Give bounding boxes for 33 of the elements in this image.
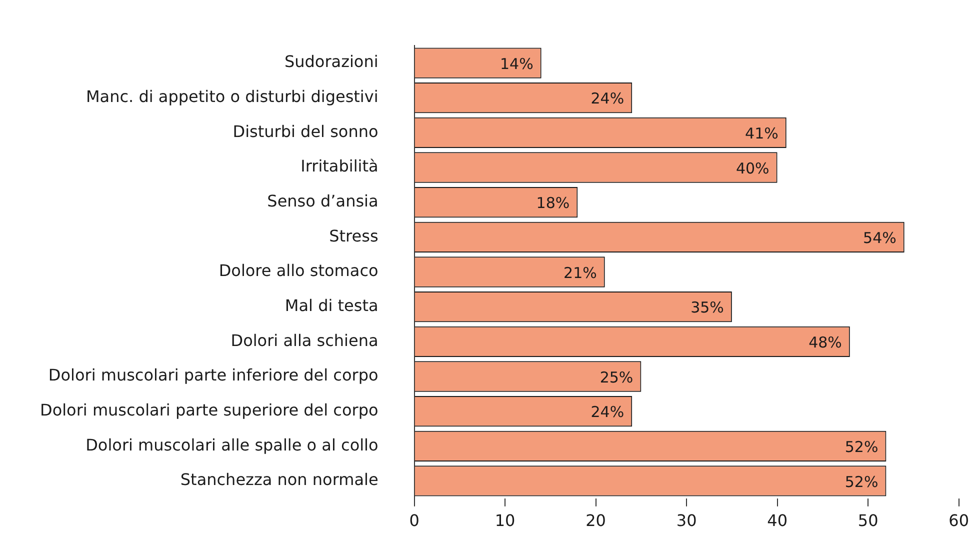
- data-label: 24%: [590, 403, 624, 422]
- y-tick-label: Sudorazioni: [284, 52, 378, 72]
- y-tick-label: Mal di testa: [284, 296, 378, 315]
- y-tick-label: Dolori alla schiena: [230, 330, 378, 350]
- x-tick-label: 40: [767, 511, 788, 530]
- data-label: 14%: [500, 54, 534, 73]
- data-label: 54%: [863, 229, 896, 248]
- data-label: 41%: [745, 124, 778, 143]
- y-tick-label: Manc. di appetito o disturbi digestivi: [86, 87, 378, 106]
- x-tick-label: 0: [409, 511, 420, 530]
- y-tick-label: Dolore allo stomaco: [218, 261, 378, 280]
- y-tick-label: Stress: [329, 226, 378, 246]
- y-tick-label: Dolori muscolari parte inferiore del corpo: [48, 366, 378, 385]
- data-label: 52%: [844, 472, 878, 491]
- y-tick-label: Dolori muscolari alle spalle o al collo: [86, 435, 378, 454]
- data-label: 25%: [600, 368, 634, 386]
- y-tick-label: Dolori muscolari parte superiore del corpo: [40, 400, 378, 420]
- data-label: 24%: [590, 90, 624, 108]
- data-label: 40%: [736, 159, 770, 178]
- data-label: 48%: [808, 334, 842, 352]
- x-tick-label: 50: [858, 511, 878, 530]
- y-tick-label: Irritabilità: [300, 156, 378, 176]
- y-tick-label: Stanchezza non normale: [180, 470, 378, 490]
- data-label: 21%: [564, 264, 597, 282]
- data-label: 52%: [844, 438, 878, 456]
- x-tick-label: 30: [676, 511, 697, 530]
- y-tick-label: Senso d’ansia: [267, 191, 378, 210]
- data-label: 18%: [536, 194, 570, 212]
- x-tick-label: 60: [948, 511, 969, 530]
- data-label: 35%: [690, 298, 724, 317]
- y-tick-label: Disturbi del sonno: [232, 122, 378, 141]
- x-tick-label: 20: [586, 511, 606, 530]
- x-tick-label: 10: [494, 511, 516, 530]
